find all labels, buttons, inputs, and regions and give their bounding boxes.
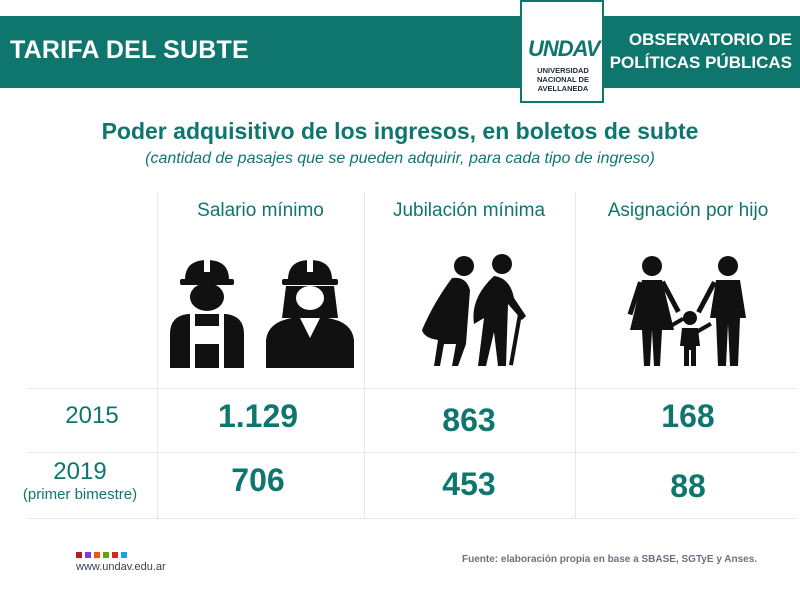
column-header-salario: Salario mínimo: [197, 200, 324, 221]
year-label: 2019: [53, 458, 107, 485]
logo-text: UNIVERSIDAD NACIONAL DE AVELLANEDA: [524, 66, 602, 93]
grid-vline-3: [575, 192, 576, 518]
value-2019-jubilacion: 453: [442, 466, 496, 502]
grid-hline-1: [28, 388, 796, 389]
year-label: 2015: [65, 402, 119, 429]
logo-text-line-1: UNIVERSIDAD: [537, 66, 589, 75]
female-worker-icon: [264, 252, 356, 373]
header-bar: TARIFA DEL SUBTE OBSERVATORIO DE POLÍTIC…: [0, 16, 800, 88]
org-name-line-2: POLÍTICAS PÚBLICAS: [609, 53, 792, 72]
family-icon: [624, 254, 756, 373]
value-2019-asignacion: 88: [670, 468, 706, 504]
dot: [112, 552, 118, 558]
value-2019-salario: 706: [231, 462, 285, 498]
org-name-line-1: OBSERVATORIO DE: [628, 30, 792, 49]
dot: [76, 552, 82, 558]
footer-source: Fuente: elaboración propia en base a SBA…: [462, 554, 758, 565]
column-header-jubilacion: Jubilación mínima: [392, 200, 546, 221]
page-title: TARIFA DEL SUBTE: [10, 36, 249, 64]
logo-mark: UNDAV: [528, 36, 601, 61]
chart-heading: Poder adquisitivo de los ingresos, en bo…: [101, 118, 699, 144]
elderly-couple-icon: [414, 252, 534, 373]
logo-text-line-3: AVELLANEDA: [537, 84, 589, 93]
dot: [94, 552, 100, 558]
chart-subheading: (cantidad de pasajes que se pueden adqui…: [145, 150, 655, 167]
year-note: (primer bimestre): [22, 486, 138, 503]
column-header-asignacion: Asignación por hijo: [607, 200, 769, 221]
dot: [85, 552, 91, 558]
grid-hline-2: [28, 452, 796, 453]
grid-hline-3: [28, 518, 796, 519]
undav-logo: UNDAV UNIVERSIDAD NACIONAL DE AVELLANEDA: [520, 0, 604, 103]
dot: [103, 552, 109, 558]
logo-text-line-2: NACIONAL DE: [537, 75, 589, 84]
grid-vline-1: [157, 192, 158, 518]
value-2015-jubilacion: 863: [442, 402, 496, 438]
value-2015-salario: 1.129: [217, 398, 299, 434]
row-year-2015: 2015: [28, 402, 156, 430]
value-2015-asignacion: 168: [661, 398, 715, 434]
footer-url: www.undav.edu.ar: [76, 561, 166, 573]
footer-color-dots: [76, 552, 127, 558]
dot: [121, 552, 127, 558]
org-name: OBSERVATORIO DE POLÍTICAS PÚBLICAS: [602, 28, 792, 74]
grid-vline-2: [364, 192, 365, 518]
male-worker-icon: [164, 252, 250, 373]
row-year-2019: 2019 (primer bimestre): [4, 458, 156, 503]
